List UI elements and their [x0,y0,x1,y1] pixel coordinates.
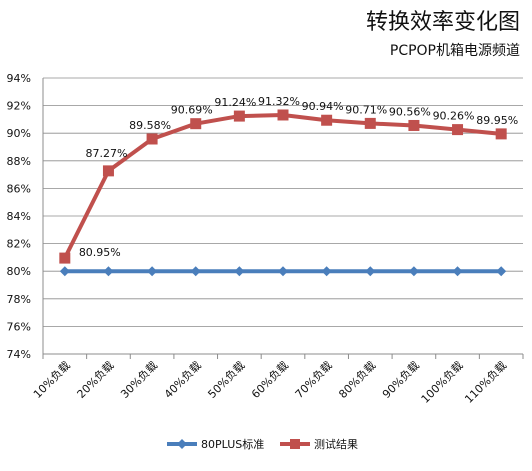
data-point-square [452,124,464,136]
y-tick-label: 88% [7,155,31,168]
data-point-diamond [408,266,419,277]
chart-subtitle: PCPOP机箱电源频道 [389,43,520,59]
data-point-diamond [103,266,114,277]
x-tick-label: 90%负载 [379,358,422,401]
y-tick-label: 90% [7,127,31,140]
data-label: 90.71% [345,103,387,116]
data-point-square [59,252,71,264]
x-tick-label: 110%负载 [462,358,510,406]
data-point-square [146,133,158,145]
legend-marker-square [290,439,300,449]
data-point-square [321,114,333,126]
data-point-square [277,109,289,121]
y-tick-label: 76% [7,320,31,333]
data-point-diamond [365,266,376,277]
y-tick-label: 78% [7,293,31,306]
x-tick-label: 50%负载 [205,358,248,401]
data-point-square [102,165,114,177]
y-tick-label: 84% [7,210,31,223]
legend-marker-diamond [177,439,187,449]
data-label: 87.27% [85,147,127,160]
x-tick-label: 30%负载 [117,358,160,401]
data-label: 90.69% [171,104,213,117]
data-label: 90.26% [433,110,475,123]
data-point-diamond [190,266,201,277]
data-label: 91.32% [258,95,300,108]
data-label: 90.94% [302,100,344,113]
x-tick-label: 20%负载 [74,358,117,401]
x-tick-label: 80%负载 [336,358,379,401]
data-point-diamond [278,266,288,277]
x-tick-label: 40%负载 [161,358,204,401]
x-tick-label: 70%负载 [292,358,335,401]
data-point-square [495,128,507,140]
data-point-diamond [59,266,70,277]
data-point-diamond [496,266,507,277]
data-label: 90.56% [389,105,431,118]
data-point-square [190,118,202,130]
chart-title: 转换效率变化图 [365,10,520,35]
legend-label: 80PLUS标准 [201,437,264,451]
x-tick-label: 100%负载 [418,358,466,406]
y-tick-label: 80% [7,265,31,278]
x-tick-label: 10%负载 [30,358,73,401]
data-label: 89.95% [476,114,518,127]
data-point-diamond [452,266,463,277]
data-label: 91.24% [214,96,256,109]
series-line-1 [63,112,502,259]
y-tick-label: 94% [7,72,31,85]
y-tick-label: 74% [7,348,31,361]
data-point-diamond [234,266,245,277]
data-label: 89.58% [129,119,171,132]
data-point-diamond [321,266,332,277]
y-tick-label: 92% [7,100,31,113]
data-label: 80.95% [79,246,121,259]
legend-label: 测试结果 [314,438,358,451]
y-tick-label: 82% [7,238,31,251]
y-tick-label: 86% [7,182,31,195]
data-point-square [408,119,420,131]
x-tick-label: 60%负载 [248,358,291,401]
data-point-square [364,117,376,129]
data-point-square [233,110,245,122]
data-point-diamond [147,266,158,277]
